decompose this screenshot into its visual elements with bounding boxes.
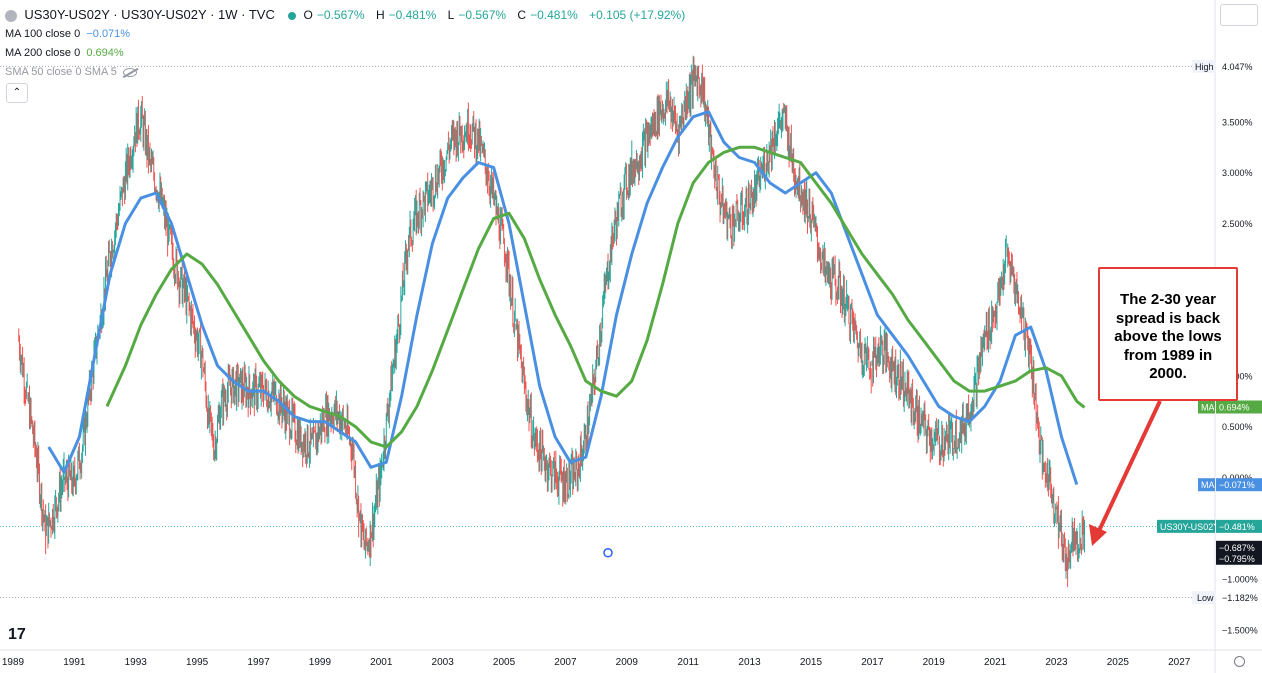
low-tag-bg: [1192, 591, 1216, 605]
x-tick-label: 1995: [186, 657, 209, 668]
zone-lower-value: −0.795%: [1219, 554, 1255, 564]
x-tick-label: 2013: [738, 657, 761, 668]
zone-lower-value-bg: [1216, 551, 1262, 565]
high-tag: High: [1195, 62, 1214, 72]
ma100-tag-bg: [1198, 478, 1215, 492]
x-tick-label: 2025: [1107, 657, 1130, 668]
x-tick-label: 1989: [2, 657, 25, 668]
y-tick-label: −1.000%: [1222, 575, 1258, 585]
x-tick-label: 2015: [800, 657, 823, 668]
symbol-last-tag-bg: [1157, 519, 1215, 533]
chart-menu-button[interactable]: [1220, 4, 1258, 26]
ma200-tag: MA: [1201, 402, 1215, 412]
x-tick-label: 1999: [309, 657, 332, 668]
symbol-last-value: −0.481%: [1219, 522, 1255, 532]
y-tick-label: −1.500%: [1222, 625, 1258, 635]
ma200-value: 0.694%: [1219, 402, 1250, 412]
x-tick-label: 2009: [616, 657, 639, 668]
low-value: −1.182%: [1222, 593, 1258, 603]
x-tick-label: 1997: [247, 657, 270, 668]
ma200-value-bg: [1216, 400, 1262, 414]
low-tag: Low: [1197, 593, 1214, 603]
annotation-arrow: [1096, 400, 1162, 534]
ohlc-high: H −0.481%: [375, 8, 437, 22]
indicator-ma100-legend[interactable]: MA 100 close 0 −0.071%: [5, 28, 131, 40]
market-status-icon: [288, 11, 297, 20]
x-tick-label: 1993: [125, 657, 148, 668]
collapse-legend-button[interactable]: ⌃: [6, 83, 28, 103]
x-tick-label: 2027: [1168, 657, 1191, 668]
y-tick-label: 3.500%: [1222, 117, 1253, 127]
x-tick-label: 2021: [984, 657, 1007, 668]
high-value: 4.047%: [1222, 62, 1253, 72]
x-tick-label: 2011: [677, 657, 699, 668]
indicator-sma-legend[interactable]: SMA 50 close 0 SMA 5: [5, 66, 137, 78]
tradingview-logo: 17: [8, 626, 26, 643]
x-tick-label: 2019: [923, 657, 946, 668]
y-tick-label: 2.500%: [1222, 219, 1253, 229]
symbol-last-tag: US30Y-US02Y: [1160, 522, 1219, 532]
ohlc-open: O −0.567%: [303, 8, 365, 22]
ma200-tag-bg: [1198, 400, 1215, 414]
ohlc-low: L −0.567%: [447, 8, 507, 22]
y-tick-label: 3.000%: [1222, 168, 1253, 178]
x-tick-label: 1991: [63, 657, 86, 668]
ma100-value: −0.071%: [1219, 480, 1255, 490]
ma100-line: [47, 110, 1079, 486]
x-tick-label: 2023: [1045, 657, 1068, 668]
y-tick-label: 0.500%: [1222, 422, 1253, 432]
high-tag-bg: [1192, 59, 1216, 73]
indicator-ma200-legend[interactable]: MA 200 close 0 0.694%: [5, 47, 124, 59]
ma200-line: [105, 145, 1086, 449]
chart-header: US30Y-US02Y · US30Y-US02Y · 1W · TVC O −0…: [5, 7, 689, 22]
x-tick-label: 2017: [861, 657, 884, 668]
x-tick-label: 2003: [432, 657, 455, 668]
x-tick-label: 2001: [370, 657, 393, 668]
ma100-tag: MA: [1201, 480, 1215, 490]
ohlc-close: C −0.481%: [517, 8, 578, 22]
hidden-eye-icon[interactable]: [122, 67, 137, 77]
zone-upper-value-bg: [1216, 540, 1262, 554]
annotation-arrowhead: [1089, 524, 1107, 546]
symbol-title[interactable]: US30Y-US02Y · US30Y-US02Y · 1W · TVC: [24, 7, 275, 22]
zone-upper-value: −0.687%: [1219, 543, 1255, 553]
zone-handle: [603, 548, 613, 558]
symbol-last-value-bg: [1216, 519, 1262, 533]
ma100-value-bg: [1216, 478, 1262, 492]
x-tick-label: 2005: [493, 657, 516, 668]
symbol-logo-icon: [5, 9, 17, 22]
settings-icon[interactable]: [1234, 656, 1245, 667]
x-tick-label: 2007: [554, 657, 577, 668]
y-tick-label: 0.000%: [1222, 473, 1253, 483]
ohlc-change: +0.105 (+17.92%): [589, 8, 686, 22]
annotation-callout[interactable]: The 2-30 year spread is back above the l…: [1098, 267, 1238, 401]
